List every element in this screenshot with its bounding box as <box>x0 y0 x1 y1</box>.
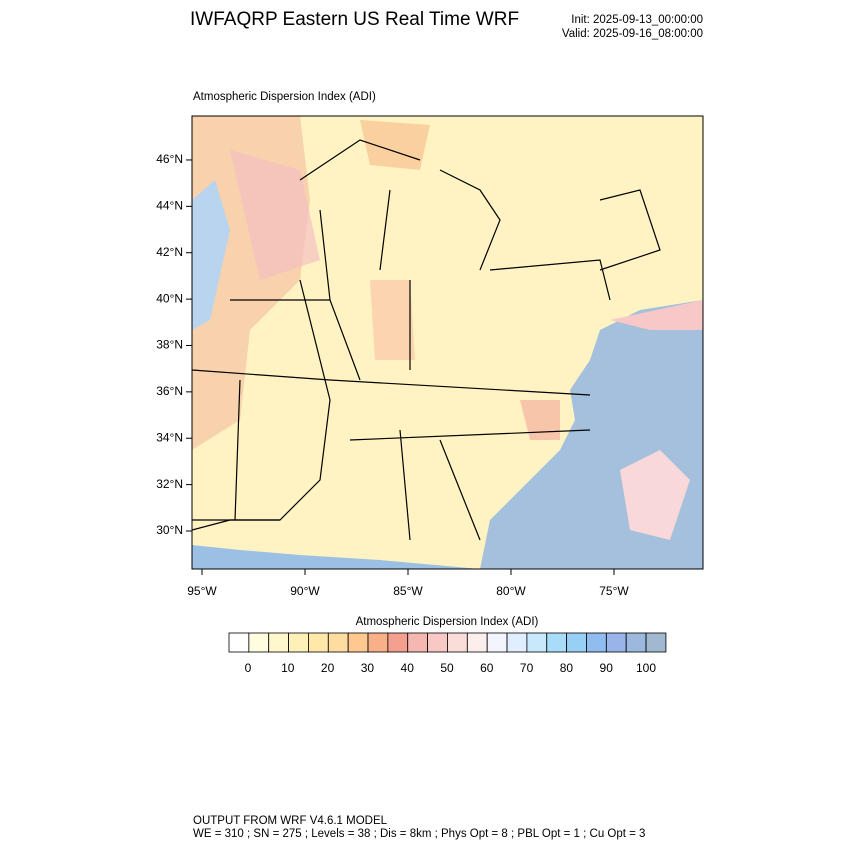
lat-tick-label: 38°N <box>156 338 183 352</box>
colorbar-label: 10 <box>281 661 295 675</box>
field-region <box>230 150 320 280</box>
map <box>191 115 704 570</box>
colorbar-label: 20 <box>321 661 335 675</box>
lat-tick-label: 36°N <box>156 384 183 398</box>
colorbar-box <box>486 632 508 653</box>
lat-tick-label: 40°N <box>156 291 183 305</box>
lat-tick-label: 30°N <box>156 523 183 537</box>
colorbar-box <box>466 632 488 653</box>
footer-line: WE = 310 ; SN = 275 ; Levels = 38 ; Dis … <box>193 828 645 840</box>
colorbar-box <box>526 632 548 653</box>
lon-tick-label: 90°W <box>290 584 320 598</box>
colorbar-label: 50 <box>440 661 454 675</box>
colorbar-label: 30 <box>361 661 375 675</box>
lat-tick-label: 46°N <box>156 152 183 166</box>
colorbar-box <box>566 632 587 653</box>
colorbar-title: Atmospheric Dispersion Index (ADI) <box>356 616 539 628</box>
lat-tick-label: 34°N <box>156 430 183 444</box>
field-region <box>610 300 703 330</box>
colorbar-box <box>407 632 428 653</box>
colorbar-box <box>347 632 369 653</box>
colorbar-box <box>605 632 627 653</box>
colorbar-label: 100 <box>636 661 656 675</box>
valid-time: Valid: 2025-09-16_08:00:00 <box>562 28 703 40</box>
colorbar-label: 60 <box>480 661 494 675</box>
field-region <box>360 120 430 170</box>
colorbar-box <box>645 632 667 653</box>
lat-tick-label: 32°N <box>156 477 183 491</box>
colorbar-label: 0 <box>245 661 252 675</box>
colorbar-box <box>387 632 409 653</box>
colorbar-box <box>506 632 528 653</box>
colorbar-box <box>427 632 448 653</box>
colorbar-label: 70 <box>520 661 534 675</box>
init-time: Init: 2025-09-13_00:00:00 <box>571 14 703 26</box>
colorbar-box <box>308 632 329 653</box>
lon-tick-label: 80°W <box>496 584 526 598</box>
field-region <box>620 450 690 540</box>
map-frame <box>191 115 704 570</box>
map-subtitle: Atmospheric Dispersion Index (ADI) <box>193 91 376 103</box>
field-region <box>370 280 415 360</box>
colorbar-label: 90 <box>600 661 614 675</box>
lat-tick-label: 42°N <box>156 245 183 259</box>
colorbar-box <box>268 632 289 653</box>
lat-tick-label: 44°N <box>156 199 183 213</box>
colorbar-box <box>327 632 349 653</box>
colorbar-box <box>586 632 607 653</box>
colorbar-box <box>367 632 389 653</box>
lon-tick-label: 85°W <box>393 584 423 598</box>
footer-line: OUTPUT FROM WRF V4.6.1 MODEL <box>193 815 388 827</box>
gulf <box>192 545 480 569</box>
boundaries <box>192 139 661 541</box>
field-region <box>192 180 230 330</box>
title: IWFAQRP Eastern US Real Time WRF <box>190 9 519 30</box>
lon-tick-label: 95°W <box>187 584 217 598</box>
colorbar-label: 40 <box>401 661 415 675</box>
field-region <box>520 400 560 440</box>
colorbar-box <box>288 632 309 653</box>
colorbar-box <box>228 632 250 653</box>
colorbar-box <box>546 632 568 653</box>
colorbar-box <box>447 632 468 653</box>
colorbar-box <box>248 632 270 653</box>
lon-tick-label: 75°W <box>599 584 629 598</box>
colorbar-box <box>625 632 647 653</box>
colorbar-label: 80 <box>560 661 574 675</box>
